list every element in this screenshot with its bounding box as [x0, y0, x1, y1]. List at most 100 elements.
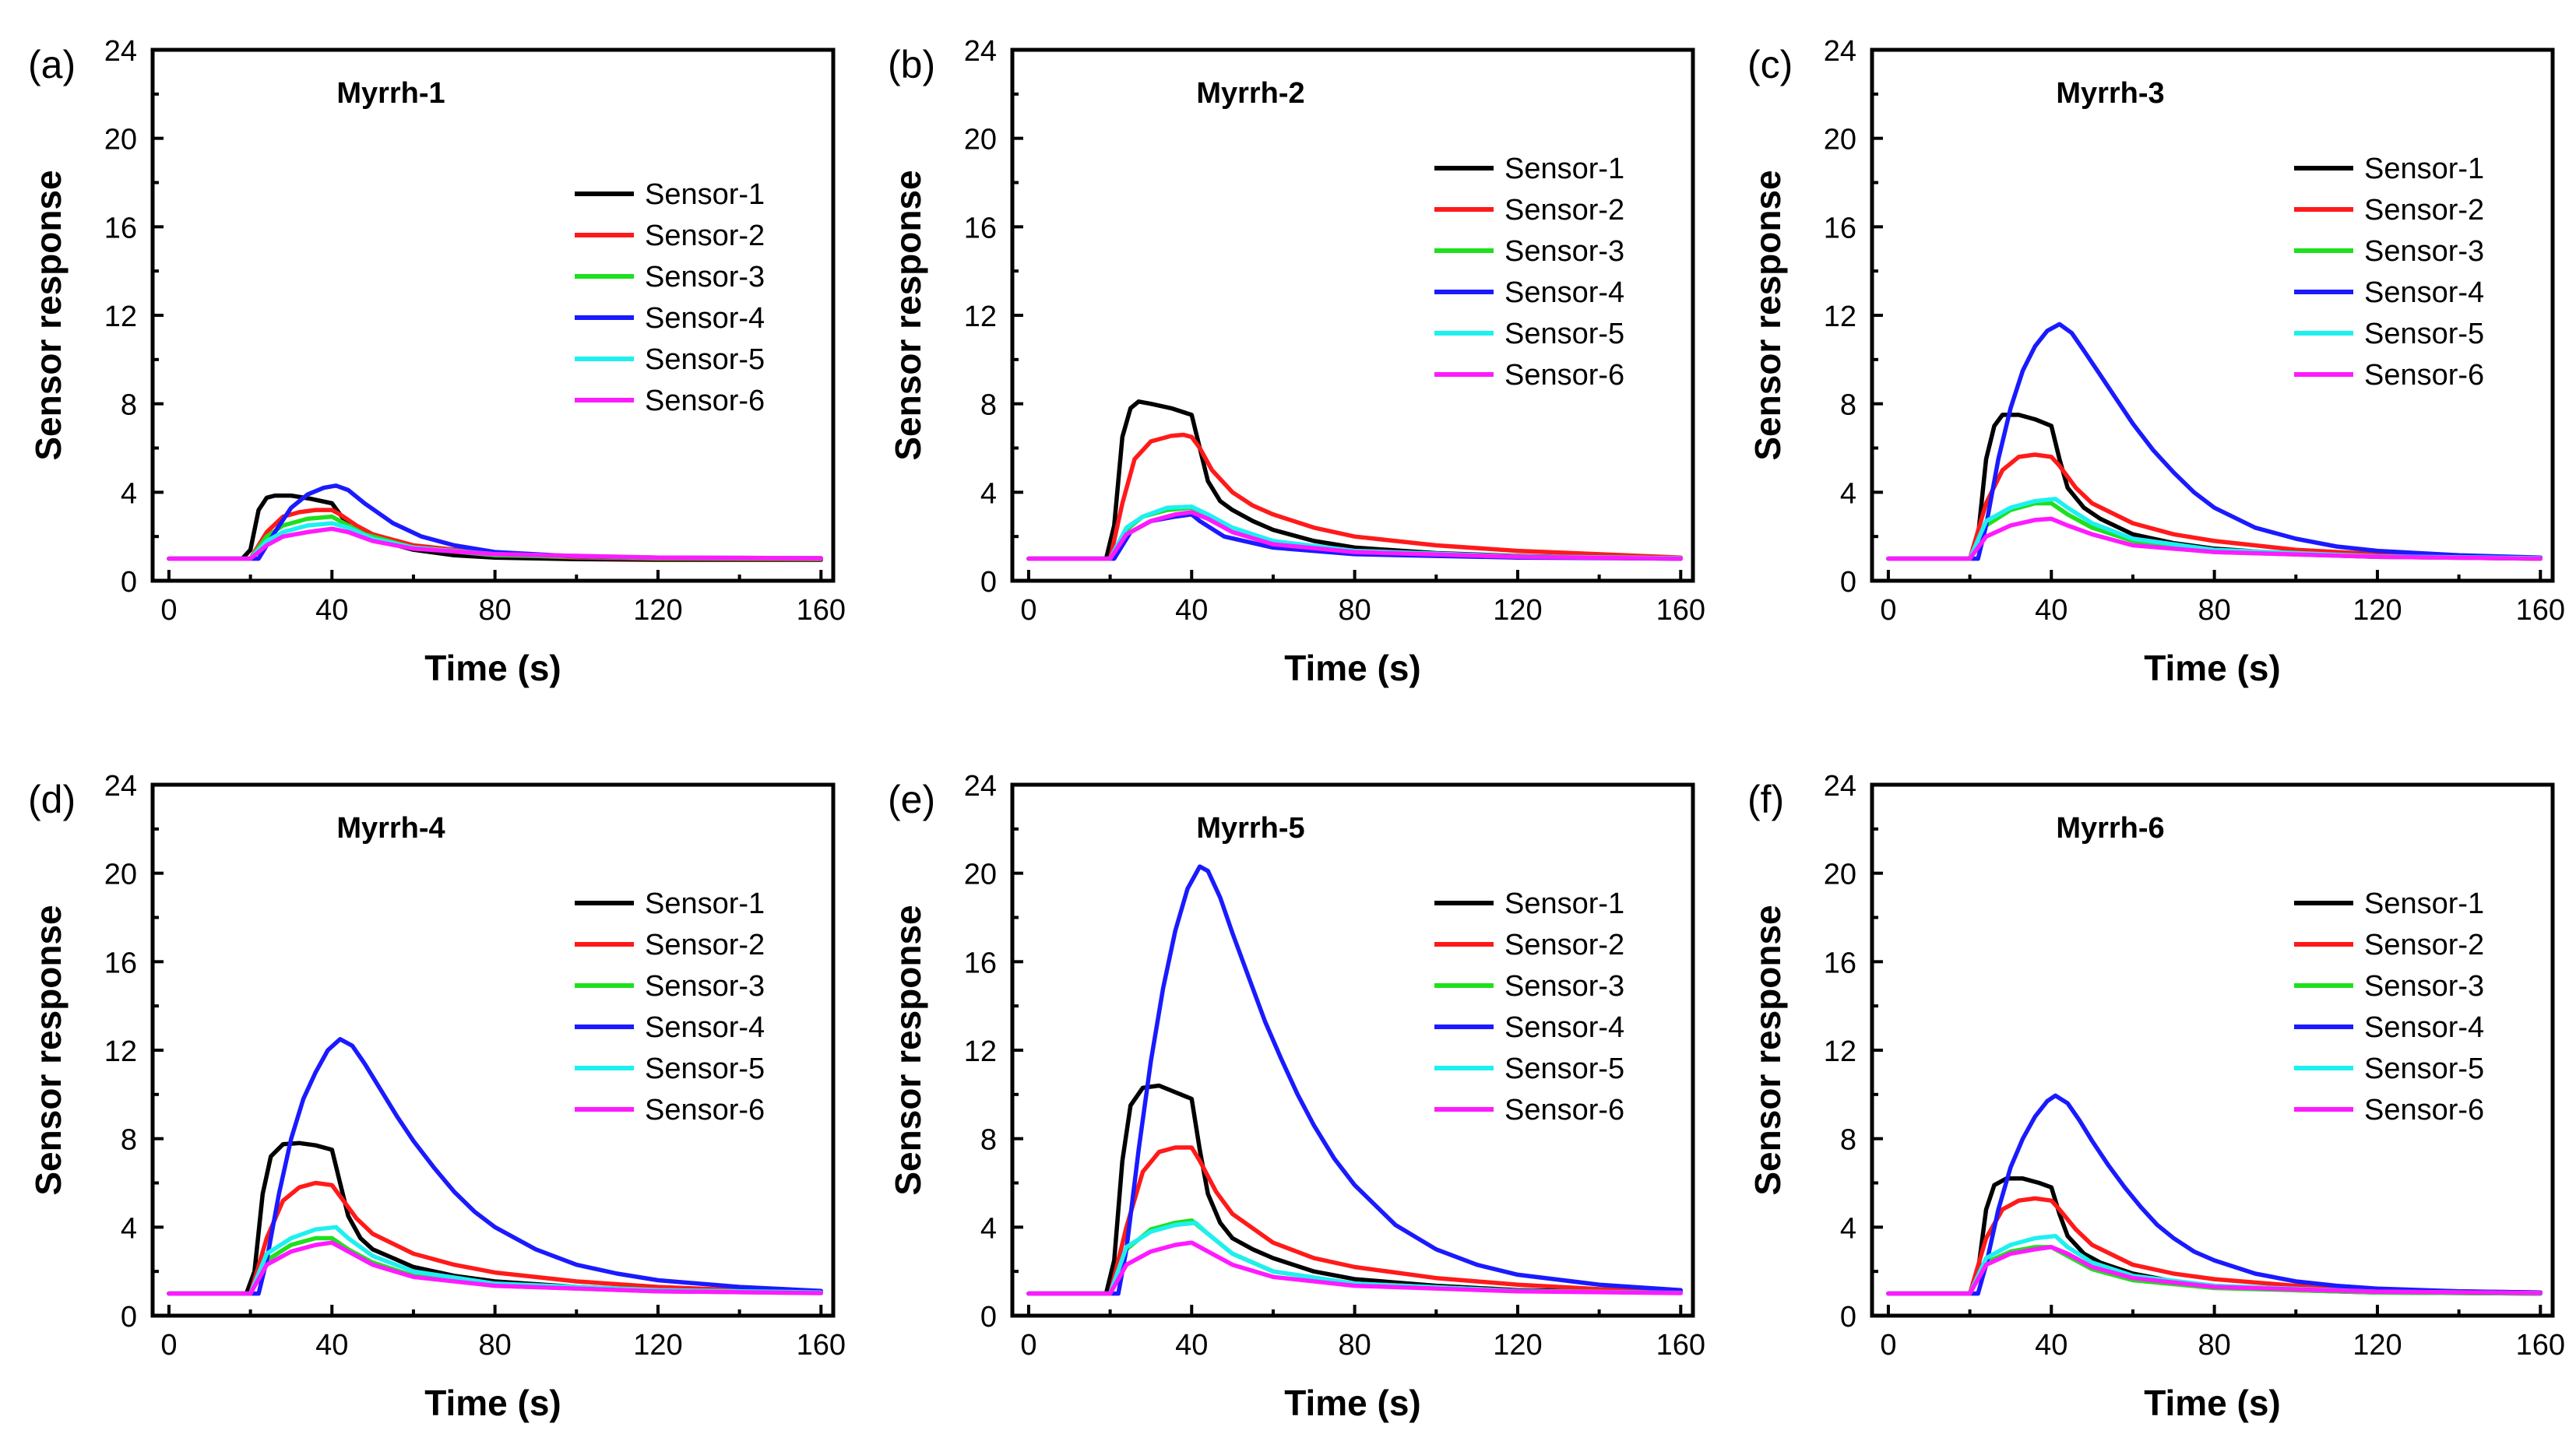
x-tick-label: 40	[1175, 594, 1208, 627]
x-tick-label: 0	[1880, 1329, 1896, 1362]
legend-label: Sensor-6	[645, 385, 765, 417]
y-tick-label: 20	[1824, 859, 1856, 891]
legend-label: Sensor-4	[2364, 276, 2484, 309]
y-tick-label: 12	[1824, 1035, 1856, 1068]
y-tick-label: 16	[104, 947, 137, 979]
y-tick-label: 0	[121, 1301, 137, 1334]
y-tick-label: 12	[964, 1035, 997, 1068]
legend-label: Sensor-2	[645, 929, 765, 961]
chart-panel: 0 40 80 120 160 0 4 8 12 16 20 24 Time (s) Sensor res…	[28, 770, 846, 1423]
y-tick-label: 24	[104, 35, 137, 68]
plot-frame	[150, 782, 836, 1318]
panel-title: Myrrh-3	[2056, 77, 2164, 110]
y-tick-label: 12	[964, 301, 997, 333]
x-tick-label: 40	[1175, 1329, 1208, 1362]
legend-label: Sensor-3	[2364, 235, 2484, 268]
x-axis-label: Time (s)	[2144, 1383, 2281, 1423]
legend-label: Sensor-1	[1504, 887, 1624, 920]
y-axis-label: Sensor response	[28, 170, 69, 460]
legend-label: Sensor-2	[2364, 929, 2484, 961]
plot-frame	[1870, 47, 2555, 583]
x-axis-label: Time (s)	[1284, 1383, 1421, 1423]
x-axis-label: Time (s)	[2144, 648, 2281, 688]
series-line-sensor-2	[167, 1180, 824, 1296]
legend: Sensor-1 Sensor-2 Sensor-3 Sensor-4 Sensor-5…	[2294, 887, 2484, 1126]
chart-panel: 0 40 80 120 160 0 4 8 12 16 20 24 Time (s) Sensor res…	[1747, 770, 2565, 1423]
legend-label: Sensor-6	[1504, 1094, 1624, 1126]
series-line-sensor-6	[1886, 516, 2543, 561]
panel-label: (a)	[28, 43, 76, 86]
y-tick-label: 12	[1824, 301, 1856, 333]
y-tick-label: 24	[104, 770, 137, 803]
x-tick-label: 120	[1493, 1329, 1542, 1362]
y-tick-label: 4	[1840, 477, 1856, 510]
panel-title: Myrrh-6	[2056, 812, 2164, 845]
series-line-sensor-2	[1886, 452, 2543, 561]
legend: Sensor-1 Sensor-2 Sensor-3 Sensor-4 Sensor-5…	[2294, 153, 2484, 392]
legend-label: Sensor-5	[2364, 1053, 2484, 1085]
y-tick-label: 20	[1824, 124, 1856, 156]
series-line-sensor-1	[1026, 399, 1684, 561]
legend-label: Sensor-6	[1504, 359, 1624, 392]
y-axis-label: Sensor response	[28, 905, 69, 1195]
legend: Sensor-1 Sensor-2 Sensor-3 Sensor-4 Sensor-5…	[575, 887, 765, 1126]
legend-label: Sensor-2	[1504, 929, 1624, 961]
y-axis-label: Sensor response	[888, 905, 928, 1195]
series-group	[1886, 322, 2543, 561]
chart-panel: 0 40 80 120 160 0 4 8 12 16 20 24 Time (s) Sensor res…	[28, 35, 846, 688]
y-tick-label: 16	[964, 212, 997, 244]
y-tick-label: 24	[964, 35, 997, 68]
legend-label: Sensor-5	[1504, 1053, 1624, 1085]
legend: Sensor-1 Sensor-2 Sensor-3 Sensor-4 Sensor-5…	[1434, 153, 1624, 392]
chart-panel: 0 40 80 120 160 0 4 8 12 16 20 24 Time (s) Sensor res…	[888, 770, 1705, 1423]
y-tick-label: 16	[1824, 212, 1856, 244]
series-line-sensor-2	[1026, 1145, 1684, 1296]
y-tick-label: 12	[104, 1035, 137, 1068]
y-tick-label: 4	[980, 477, 997, 510]
series-group	[1026, 399, 1684, 561]
x-tick-label: 120	[1493, 594, 1542, 627]
x-tick-label: 80	[2198, 594, 2230, 627]
legend-label: Sensor-3	[1504, 970, 1624, 1003]
series-group	[167, 483, 824, 562]
x-tick-label: 80	[2198, 1329, 2230, 1362]
panel-label: (d)	[28, 778, 76, 821]
legend-label: Sensor-2	[2364, 194, 2484, 227]
series-group	[1886, 1093, 2543, 1296]
y-tick-label: 20	[104, 124, 137, 156]
legend-label: Sensor-5	[645, 343, 765, 376]
legend-label: Sensor-1	[2364, 153, 2484, 185]
legend-label: Sensor-5	[2364, 318, 2484, 350]
y-axis-label: Sensor response	[1747, 170, 1788, 460]
legend-label: Sensor-2	[645, 220, 765, 252]
series-group	[1026, 864, 1684, 1296]
y-tick-label: 0	[1840, 566, 1856, 599]
x-tick-label: 0	[1020, 1329, 1036, 1362]
legend-label: Sensor-3	[645, 970, 765, 1003]
panel-title: Myrrh-2	[1196, 77, 1304, 110]
y-tick-label: 20	[964, 859, 997, 891]
x-axis-label: Time (s)	[424, 648, 561, 688]
legend-label: Sensor-1	[645, 887, 765, 920]
legend: Sensor-1 Sensor-2 Sensor-3 Sensor-4 Sensor-5…	[1434, 887, 1624, 1126]
y-tick-label: 20	[964, 124, 997, 156]
y-tick-label: 24	[1824, 35, 1856, 68]
y-tick-label: 16	[104, 212, 137, 244]
x-tick-label: 0	[160, 1329, 177, 1362]
legend-label: Sensor-5	[1504, 318, 1624, 350]
x-tick-label: 80	[478, 1329, 511, 1362]
x-tick-label: 0	[1020, 594, 1036, 627]
legend-label: Sensor-1	[2364, 887, 2484, 920]
x-tick-label: 160	[2516, 1329, 2565, 1362]
x-tick-label: 40	[315, 1329, 348, 1362]
legend-label: Sensor-6	[645, 1094, 765, 1126]
plot-frame	[1870, 782, 2555, 1318]
x-tick-label: 160	[2516, 594, 2565, 627]
y-tick-label: 20	[104, 859, 137, 891]
x-tick-label: 0	[160, 594, 177, 627]
y-tick-label: 8	[980, 1124, 997, 1157]
y-tick-label: 8	[1840, 1124, 1856, 1157]
y-axis-label: Sensor response	[888, 170, 928, 460]
legend: Sensor-1 Sensor-2 Sensor-3 Sensor-4 Sensor-5…	[575, 178, 765, 417]
